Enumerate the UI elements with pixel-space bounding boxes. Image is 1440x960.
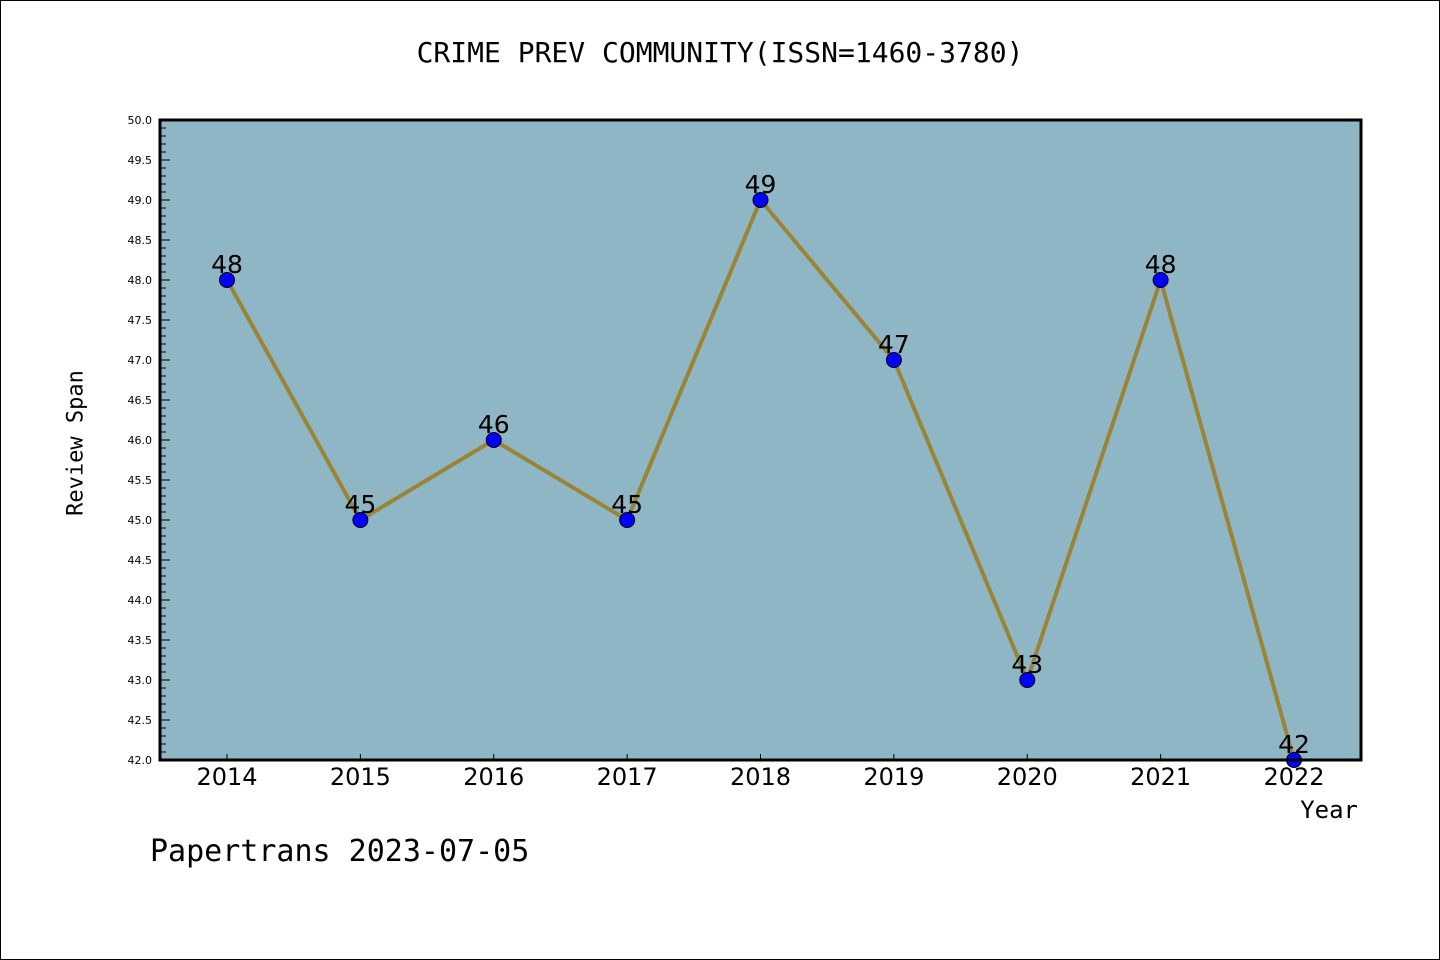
chart-title: CRIME PREV COMMUNITY(ISSN=1460-3780): [416, 36, 1024, 69]
x-tick-label: 2019: [863, 763, 924, 791]
data-point: [1019, 672, 1036, 688]
data-point: [485, 432, 502, 448]
x-tick-label: 2014: [196, 763, 257, 791]
x-tick-label: 2017: [597, 763, 658, 791]
y-tick-label: 49.0: [128, 194, 153, 207]
y-tick-label: 50.0: [128, 114, 153, 127]
y-tick-label: 42.0: [128, 754, 153, 767]
data-label: 48: [211, 250, 243, 279]
y-tick-label: 46.0: [128, 434, 153, 447]
y-tick-label: 45.0: [128, 514, 153, 527]
y-tick-label: 47.0: [128, 354, 153, 367]
plot-border: [158, 118, 1363, 762]
x-axis-label: Year: [1300, 796, 1358, 824]
y-tick-label: 44.0: [128, 594, 153, 607]
y-tick-label: 48.5: [128, 234, 153, 247]
data-point: [619, 512, 636, 528]
data-point: [219, 272, 235, 288]
data-point: [1152, 272, 1169, 288]
y-tick-label: 49.5: [128, 154, 153, 167]
data-label: 43: [1011, 650, 1043, 679]
data-label: 49: [745, 170, 777, 199]
x-tick-label: 2018: [730, 763, 791, 791]
data-label: 47: [878, 330, 910, 359]
plot-background: [160, 120, 1361, 760]
y-tick-label: 47.5: [128, 314, 153, 327]
data-label: 46: [478, 410, 510, 439]
x-tick-label: 2016: [463, 763, 524, 791]
y-tick-label: 44.5: [128, 554, 153, 567]
data-label: 48: [1145, 250, 1177, 279]
data-point: [352, 512, 369, 528]
data-label: 45: [344, 490, 376, 519]
data-label: 45: [611, 490, 643, 519]
y-tick-label: 48.0: [128, 274, 153, 287]
x-tick-label: 2021: [1130, 763, 1191, 791]
x-tick-label: 2015: [330, 763, 391, 791]
data-point: [885, 352, 902, 368]
y-tick-label: 42.5: [128, 714, 153, 727]
data-point: [752, 192, 769, 208]
y-tick-label: 46.5: [128, 394, 153, 407]
data-label: 42: [1278, 730, 1310, 759]
y-tick-label: 45.5: [128, 474, 153, 487]
y-tick-label: 43.0: [128, 674, 153, 687]
x-tick-label: 2020: [997, 763, 1058, 791]
footer-text: Papertrans 2023-07-05: [150, 834, 530, 869]
y-tick-label: 43.5: [128, 634, 153, 647]
